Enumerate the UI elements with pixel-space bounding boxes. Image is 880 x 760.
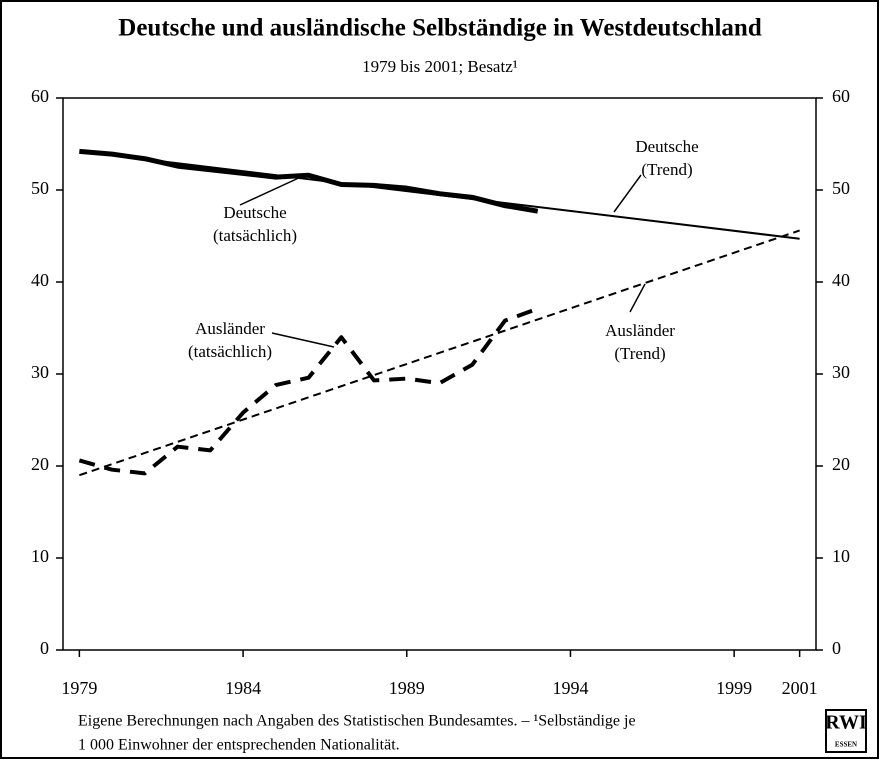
annotation: (Trend) (641, 160, 692, 179)
y2-tick-label: 20 (832, 454, 850, 474)
annotation: Ausländer (605, 321, 675, 340)
logo: ESSEN (835, 741, 857, 749)
chart-subtitle: 1979 bis 2001; Besatz¹ (362, 57, 518, 76)
x-tick-label: 1979 (61, 678, 97, 698)
chart-title: Deutsche und ausländische Selbständige i… (118, 15, 762, 42)
annotation: (Trend) (614, 344, 665, 363)
y2-tick-label: 40 (832, 270, 850, 290)
y2-tick-label: 60 (832, 86, 850, 106)
plot-frame (62, 97, 817, 651)
leader-line (613, 174, 642, 213)
y-tick-label: 40 (31, 270, 49, 290)
y2-tick-label: 10 (832, 546, 850, 566)
y2-tick-label: 0 (832, 638, 841, 658)
series-line (79, 229, 800, 477)
series-line (79, 150, 800, 240)
y2-tick-label: 50 (832, 178, 850, 198)
annotation: (tatsächlich) (188, 342, 272, 361)
leader-line (271, 332, 335, 348)
x-tick-label: 1994 (552, 678, 588, 698)
annotation: Ausländer (195, 319, 265, 338)
leader-line (629, 283, 646, 313)
footnote: 1 000 Einwohner der entsprechenden Natio… (78, 737, 400, 754)
y-tick-label: 50 (31, 178, 49, 198)
x-tick-label: 2001 (782, 678, 818, 698)
annotation: (tatsächlich) (213, 226, 297, 245)
y-tick-label: 20 (31, 454, 49, 474)
leader-line (239, 175, 304, 206)
logo: RWI (825, 712, 867, 734)
y2-tick-label: 30 (832, 362, 850, 382)
y-tick-label: 0 (40, 638, 49, 658)
x-tick-label: 1989 (389, 678, 425, 698)
footnote: Eigene Berechnungen nach Angaben des Sta… (78, 713, 636, 730)
y-tick-label: 30 (31, 362, 49, 382)
series-line (78, 306, 539, 476)
annotation: Deutsche (635, 137, 698, 156)
y-tick-label: 10 (31, 546, 49, 566)
x-tick-label: 1999 (716, 678, 752, 698)
y-tick-label: 60 (31, 86, 49, 106)
x-tick-label: 1984 (225, 678, 261, 698)
annotation: Deutsche (223, 203, 286, 222)
logo-box (825, 709, 867, 753)
